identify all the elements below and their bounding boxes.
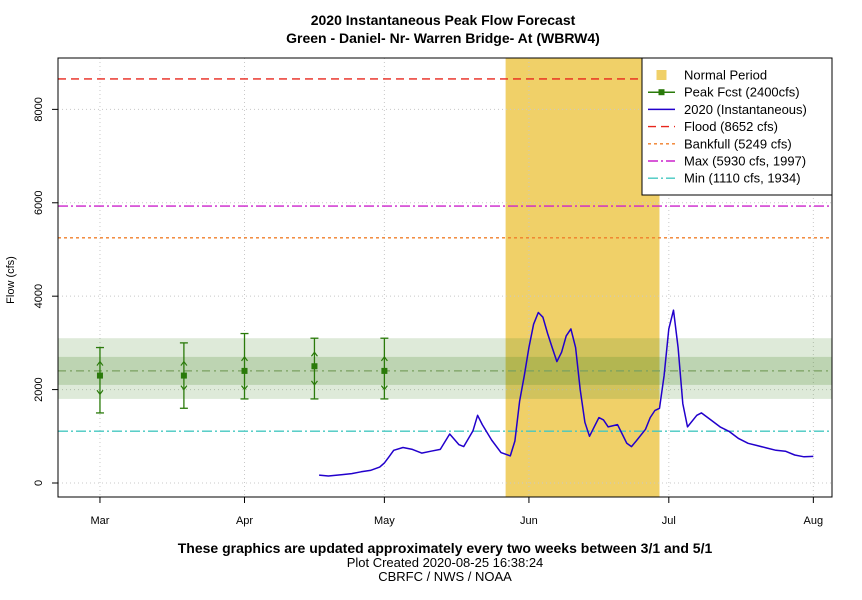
forecast-arrow-down <box>380 385 388 391</box>
forecast-outer-band <box>58 338 832 399</box>
chart-subtitle: Green - Daniel- Nr- Warren Bridge- At (W… <box>286 30 600 46</box>
forecast-inner-band <box>58 356 832 385</box>
x-tick-label: Mar <box>90 515 109 527</box>
forecast-arrow-up <box>310 351 318 357</box>
forecast-point <box>381 367 388 374</box>
forecast-point <box>241 367 248 374</box>
legend-entry: Max (5930 cfs, 1997) <box>648 154 806 169</box>
chart-title: 2020 Instantaneous Peak Flow Forecast <box>311 12 576 28</box>
peak-forecast-marker <box>380 337 389 400</box>
legend-entry: Peak Fcst (2400cfs) <box>648 85 800 100</box>
legend-entry: Bankfull (5249 cfs) <box>648 136 792 151</box>
plot-created: Plot Created 2020-08-25 16:38:24 <box>347 555 544 570</box>
normal-period-band <box>505 58 660 497</box>
legend-entry: Normal Period <box>656 68 767 83</box>
legend-label: Bankfull (5249 cfs) <box>684 136 792 151</box>
forecast-arrow-down <box>241 385 248 391</box>
y-axis-label: Flow (cfs) <box>5 256 17 304</box>
agency-credit: CBRFC / NWS / NOAA <box>378 569 512 584</box>
peak-forecast-marker <box>95 346 104 414</box>
legend-entry: Flood (8652 cfs) <box>648 119 778 134</box>
legend-entry: 2020 (Instantaneous) <box>648 102 807 117</box>
y-tick-label: 2000 <box>33 377 45 401</box>
forecast-point <box>180 372 187 379</box>
y-tick-label: 0 <box>33 480 45 486</box>
legend-label: 2020 (Instantaneous) <box>684 102 807 117</box>
peak-forecast-marker <box>179 342 188 409</box>
forecast-arrow-up <box>380 355 388 362</box>
y-tick-label: 4000 <box>33 284 45 308</box>
legend-label: Max (5930 cfs, 1997) <box>684 154 806 169</box>
forecast-arrow-down <box>310 380 318 386</box>
forecast-arrow-up <box>241 355 248 362</box>
legend-swatch-marker <box>658 89 665 96</box>
plot-frame <box>57 57 833 498</box>
y-tick-label: 8000 <box>33 97 45 121</box>
forecast-arrow-up <box>180 360 188 366</box>
legend-label: Min (1110 cfs, 1934) <box>684 171 801 186</box>
forecast-arrow-down <box>96 389 104 396</box>
plot-clip-group <box>58 58 832 497</box>
forecast-point <box>96 372 103 379</box>
peak-forecast-marker <box>240 332 249 400</box>
legend-entry: Min (1110 cfs, 1934) <box>648 171 801 186</box>
legend-swatch <box>656 70 667 80</box>
x-tick-label: Aug <box>804 515 824 527</box>
x-tick-label: Jun <box>520 515 538 527</box>
legend-label: Flood (8652 cfs) <box>684 119 778 134</box>
plot-area: Mar Apr May Jun Jul Aug 0 2000 4000 6000 8000 <box>33 57 833 527</box>
legend-label: Normal Period <box>684 68 767 83</box>
x-tick-label: Jul <box>662 515 676 527</box>
legend-box <box>641 57 833 196</box>
forecast-arrow-up <box>96 360 104 366</box>
y-tick-label: 6000 <box>33 191 45 215</box>
x-tick-label: Apr <box>236 515 253 527</box>
forecast-point <box>311 363 318 370</box>
series-line-2020 <box>319 309 814 477</box>
peak-forecast-marker <box>310 337 319 400</box>
update-note: These graphics are updated approximately… <box>178 540 713 556</box>
x-tick-label: May <box>374 515 395 527</box>
forecast-arrow-down <box>180 385 188 391</box>
legend: Normal Period Peak Fcst (2400cfs) 2020 (In… <box>641 57 833 196</box>
legend-label: Peak Fcst (2400cfs) <box>684 85 800 100</box>
